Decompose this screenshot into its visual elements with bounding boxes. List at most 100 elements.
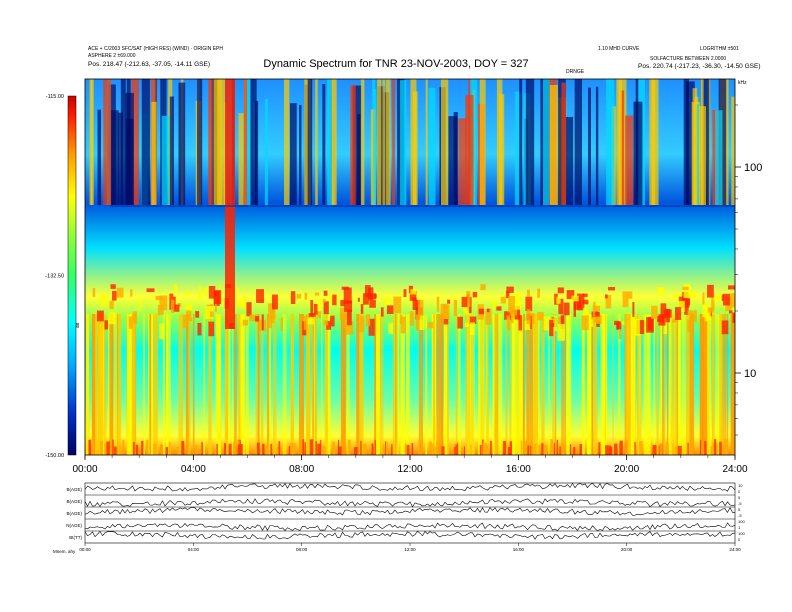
spectrogram-bottom-cell: [291, 442, 296, 455]
spectrogram-band-cell: [651, 305, 658, 320]
spectrogram-band-cell: [556, 296, 561, 304]
spectrogram-stripe-low: [720, 314, 723, 455]
colorbar-tick-label: -132.50: [45, 274, 64, 280]
spectrogram-bottom-cell: [605, 445, 609, 455]
x-tick-label: 00:00: [72, 464, 97, 475]
spectrogram-band-cell: [243, 294, 246, 309]
spectrogram-stripe-high: [651, 79, 659, 205]
spectrogram-stripe-low: [529, 314, 534, 455]
spectrogram-stripe-high: [327, 79, 335, 205]
spectrogram-stripe-high: [620, 90, 625, 205]
spectrogram-band-cell: [507, 317, 511, 331]
spectrogram-bottom-cell: [579, 444, 583, 455]
panel-series-line: [84, 506, 736, 516]
spectrogram-stripe-low: [689, 314, 695, 455]
spectrogram-stripe-high: [373, 88, 377, 205]
panel-right-tick: 0: [738, 537, 741, 542]
spectrogram-stripe-high: [731, 96, 735, 205]
spectrogram-stripe-high: [289, 103, 297, 205]
panel-x-tick-label: 04:00: [188, 547, 200, 552]
spectrogram-stripe-high: [178, 82, 186, 205]
spectrogram-stripe-high: [566, 116, 574, 205]
spectrogram-bottom-cell: [112, 439, 114, 455]
spectrogram-band-cell: [198, 286, 202, 301]
spectrogram-stripe-low: [515, 314, 519, 455]
spectrogram-bottom-cell: [532, 446, 534, 455]
spectrogram-bottom-cell: [374, 439, 376, 455]
spectrogram-bottom-cell: [433, 445, 435, 455]
spectrogram-bottom-cell: [347, 439, 351, 455]
spectrogram-band-cell: [618, 323, 622, 339]
spectrogram-stripe-low: [711, 314, 715, 455]
spectrogram-stripe-low: [376, 314, 380, 455]
spectrogram-band-cell: [658, 314, 666, 326]
spectrogram-stripe-low: [478, 314, 481, 455]
spectrogram-stripe-high: [543, 79, 550, 205]
spectrogram-bottom-cell: [463, 446, 466, 455]
spectrogram-band-cell: [270, 309, 275, 323]
spectrogram-bottom-cell: [659, 443, 663, 455]
spectrogram-stripe-low: [178, 314, 184, 455]
spectrogram-band-cell: [457, 316, 463, 329]
spectrogram-band-cell: [470, 322, 475, 336]
spectrogram-band-cell: [412, 297, 417, 310]
spectrogram-stripe-low: [238, 314, 241, 455]
spectrogram-band-cell: [332, 294, 337, 306]
spectrogram-band-cell: [249, 314, 257, 322]
spectrogram-band-cell: [108, 311, 116, 325]
spectrogram-stripe-high: [151, 101, 157, 205]
spectrogram-stripe-low: [505, 314, 508, 455]
spectrogram-band-cell: [209, 311, 214, 318]
spectrogram-bottom-cell: [88, 439, 91, 455]
spectrogram-stripe-low: [340, 314, 346, 455]
spectrogram-stripe-low: [433, 314, 435, 455]
spectrogram-band-cell: [343, 315, 347, 329]
spectrogram-band-cell: [728, 310, 733, 314]
spectrogram-band-cell: [632, 302, 635, 317]
spectrogram-axes: 00:00 04:00 08:00 12:00 16:00 20:00 24:00 100 10…: [72, 80, 762, 475]
x-tick-label: 08:00: [289, 464, 314, 475]
spectrogram-stripe-high: [525, 79, 535, 205]
spectrogram-bottom-cell: [534, 443, 537, 455]
spectrogram-band-cell: [605, 294, 612, 309]
spectrogram-band-cell: [323, 290, 328, 296]
spectrogram-stripe-low: [439, 314, 443, 455]
panel-series-line: [84, 522, 736, 532]
spectrogram-band-cell: [592, 305, 596, 317]
spectrogram-bottom-cell: [509, 441, 513, 455]
spectrogram-bottom-cell: [309, 439, 314, 455]
spectrogram-band-cell: [511, 312, 514, 324]
spectrogram-stripe-low: [445, 314, 449, 455]
spectrogram-stripe-low: [670, 314, 676, 455]
spectrogram-band-cell: [443, 318, 449, 325]
spectrogram-band-cell: [571, 295, 579, 302]
spectrogram-band-cell: [733, 307, 735, 314]
spectrogram-stripe-high: [700, 79, 704, 205]
spectrogram-band-cell: [159, 295, 168, 311]
spectrogram-stripe-low: [228, 314, 231, 455]
spectrogram-stripe-low: [245, 314, 249, 455]
spectrogram-bottom-cell: [262, 443, 265, 455]
spectrogram-bottom-cell: [665, 441, 668, 455]
spectrogram-band-cell: [596, 315, 602, 324]
panel-x-tick-label: 16:00: [513, 547, 525, 552]
spectrogram-stripe-low: [400, 314, 405, 455]
spectrogram-band-cell: [368, 293, 376, 300]
spectrogram-band-cell: [447, 299, 451, 304]
spectrogram-bottom-cell: [322, 446, 327, 455]
spectrogram-stripe-low: [113, 314, 118, 455]
spectrogram-stripe-low: [643, 314, 646, 455]
spectrogram-band-cell: [506, 291, 510, 299]
spectrogram-stripe-low: [593, 314, 598, 455]
spectrogram-stripe-low: [458, 314, 461, 455]
spectrogram-bottom-cell: [723, 439, 728, 455]
spectrogram-stripe-low: [314, 314, 317, 455]
spectrogram-bottom-cell: [634, 441, 636, 455]
spectrogram-stripe-high: [89, 79, 93, 205]
spectrogram-band-cell: [410, 289, 417, 295]
spectrogram-band-cell: [508, 295, 515, 313]
spectrogram-stripe-low: [325, 314, 328, 455]
spectrogram-band-cell: [636, 320, 645, 334]
spectrogram-band-cell: [682, 298, 690, 308]
spectrogram-bottom-cell: [360, 440, 362, 455]
